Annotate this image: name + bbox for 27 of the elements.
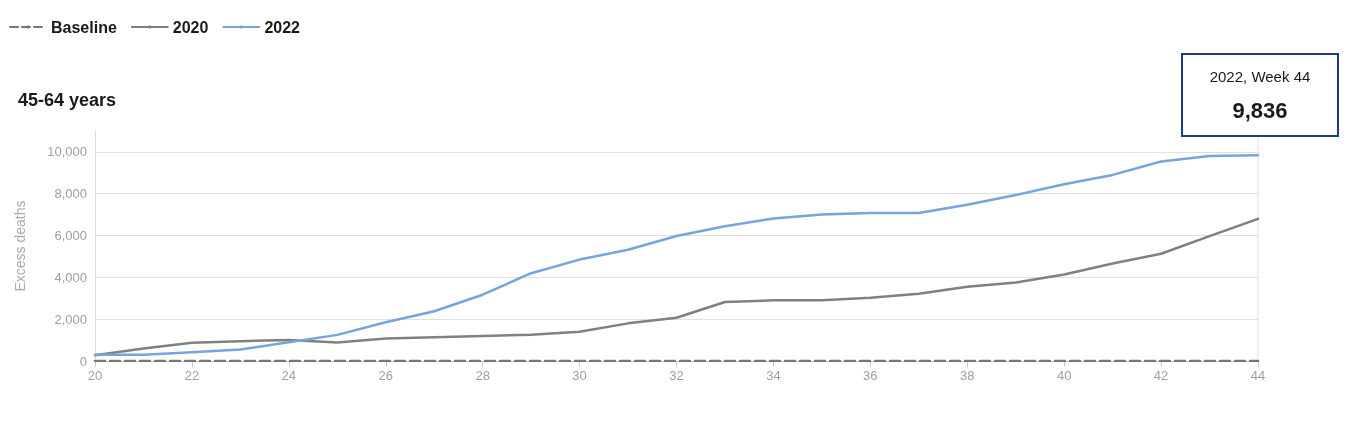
y-tick-label: 6,000 (54, 228, 87, 244)
text: 9,836 (1232, 97, 1288, 123)
chart-title: 45-64 years (18, 90, 117, 110)
x-tick-label: 22 (184, 368, 200, 383)
line-series (93, 154, 1260, 356)
x-tick-label: 26 (378, 368, 393, 383)
x-tick-label: 24 (281, 368, 297, 383)
y-tick-label: 0 (79, 353, 87, 369)
legend-label: 2020 (172, 18, 209, 36)
y-tick-label: 8,000 (54, 186, 87, 202)
x-tick-label: 44 (1250, 368, 1266, 383)
x-tick-label: 32 (669, 368, 684, 383)
x-tick-label: 36 (863, 368, 878, 383)
y-tick-label: 2,000 (54, 311, 87, 327)
x-tick-label: 42 (1153, 368, 1169, 383)
x-tick-label: 30 (572, 368, 587, 383)
x-tick-label: 38 (960, 368, 975, 383)
x-tick-label: 34 (766, 368, 781, 383)
legend-label: 2022 (264, 18, 301, 36)
y-tick-label: 4,000 (54, 269, 87, 285)
x-tick-label: 28 (475, 368, 490, 383)
text: 2022, Week 44 (1209, 67, 1311, 85)
x-tick-label: 40 (1056, 368, 1072, 383)
y-tick-label: 10,000 (47, 144, 87, 160)
legend-label: Baseline (51, 18, 117, 36)
x-tick-label: 20 (87, 368, 103, 383)
y-axis-title: Excess deaths (12, 200, 28, 292)
